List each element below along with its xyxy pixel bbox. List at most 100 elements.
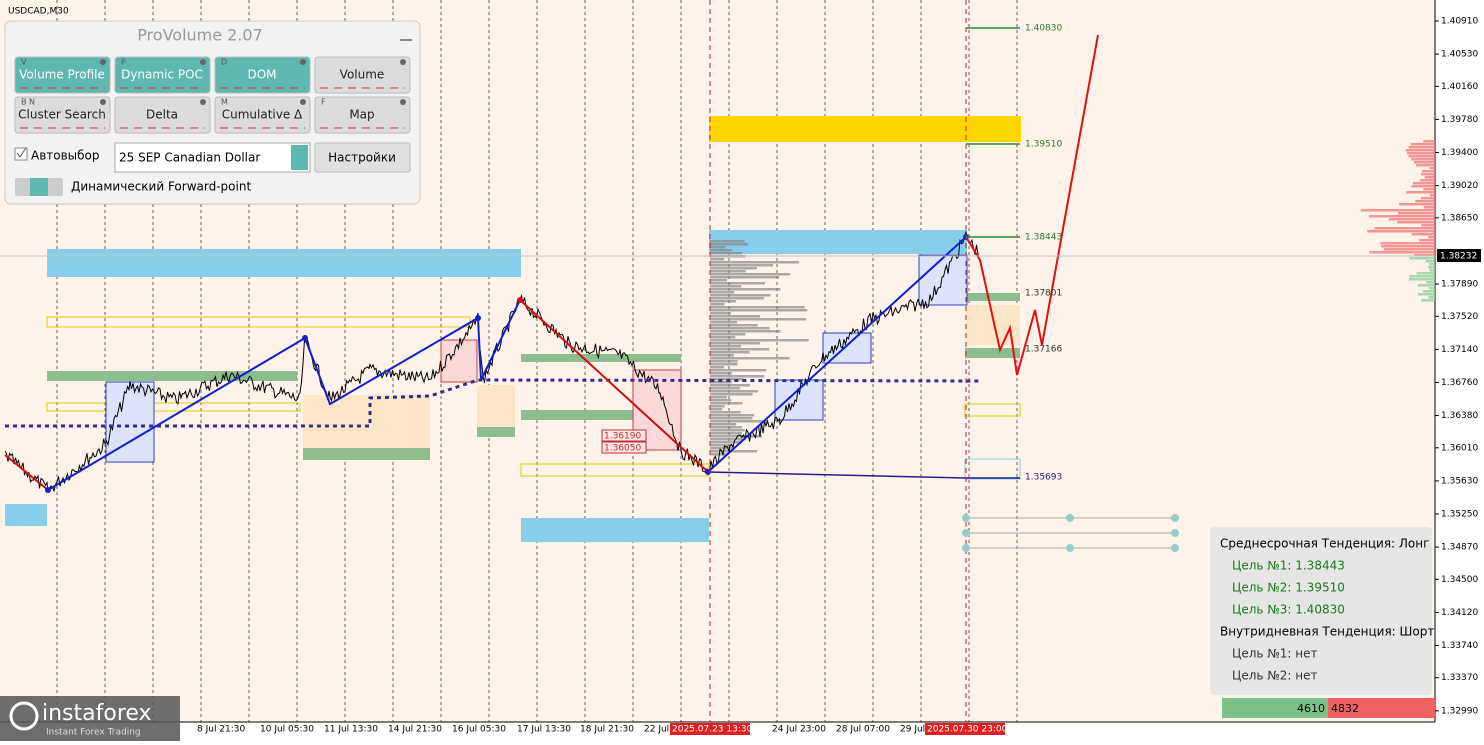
profile-bar (710, 411, 741, 414)
target: Цель №2: нет (1232, 669, 1317, 683)
profile-bar (1429, 269, 1435, 272)
button-label: DOM (247, 68, 276, 82)
profile-bar (710, 432, 742, 435)
zone (965, 293, 1020, 301)
profile-bar (1421, 173, 1435, 176)
zone (5, 504, 47, 526)
time-highlight (670, 723, 750, 735)
button-key: B N (21, 98, 35, 107)
button-key: V (21, 58, 27, 67)
zone (965, 348, 1020, 358)
profile-bar (710, 342, 761, 345)
profile-bar (710, 420, 768, 423)
button-gear (100, 99, 106, 105)
zone (47, 371, 297, 381)
profile-bar (710, 339, 809, 342)
button[interactable] (314, 96, 411, 134)
wave-line (519, 299, 709, 473)
logo: instaforex Instant Forex Trading (0, 696, 180, 741)
price-label: 1.33370 (1441, 673, 1478, 683)
level-label: 1.35693 (1025, 473, 1062, 483)
profile-bar (1381, 245, 1435, 248)
button[interactable] (314, 56, 411, 94)
current-price: 1.38232 (1440, 252, 1477, 262)
profile-bar (1374, 227, 1435, 230)
profile-bar (1360, 209, 1435, 212)
profile-bar (1380, 242, 1435, 245)
fib-point (962, 514, 970, 522)
profile-bar (710, 447, 732, 450)
time-label: 2025.07.23 13:30 (672, 725, 753, 735)
zone (521, 518, 709, 542)
profile-bar (710, 366, 724, 369)
time-label: 10 Jul 05:30 (260, 725, 314, 735)
profile-bar (1408, 146, 1435, 149)
profile-bar (710, 375, 765, 378)
instrument-select[interactable] (114, 142, 311, 173)
current-price-box (1437, 249, 1481, 262)
price-label: 1.40910 (1441, 17, 1478, 27)
button[interactable] (114, 56, 211, 94)
profile-bar (710, 369, 767, 372)
profile-bar (710, 282, 765, 285)
zone (521, 354, 681, 362)
price-label: 1.40530 (1441, 50, 1478, 60)
time-label: 17 Jul 13:30 (517, 725, 571, 735)
price-label: 1.36010 (1441, 443, 1478, 453)
profile-bar (710, 270, 746, 273)
profile-bar (1406, 191, 1435, 194)
settings-label: Настройки (328, 151, 396, 165)
profile-bar (710, 273, 791, 276)
wave-line (47, 299, 521, 491)
level-label: 1.40830 (1025, 24, 1062, 34)
time-label: 28 Jul 07:00 (836, 725, 890, 735)
button-gear (400, 59, 406, 65)
profile-bar (1429, 167, 1435, 170)
button[interactable] (14, 56, 111, 94)
profile-bar (1421, 224, 1435, 227)
target: Цель №2: 1.39510 (1232, 581, 1345, 595)
zone (477, 427, 515, 437)
profile-bar (1426, 281, 1435, 284)
profile-bar (710, 396, 727, 399)
panel-title: ProVolume 2.07 (137, 26, 263, 45)
profile-bar (1383, 248, 1435, 251)
profile-bar (1427, 266, 1435, 269)
profile-bar (710, 336, 736, 339)
wave-point (475, 315, 481, 321)
sell-volume-bar (1328, 698, 1435, 718)
price-axis: 1.38232 1.40910 1.40530 1.40160 1.39780 1.39… (1435, 17, 1481, 716)
time-highlight (925, 723, 1005, 735)
profile-bar (1411, 158, 1435, 161)
profile-bar (710, 351, 750, 354)
zones (5, 116, 1021, 542)
price-label: 1.36760 (1441, 378, 1478, 388)
button[interactable] (14, 96, 111, 134)
price-label: 1.39780 (1441, 115, 1478, 125)
buy-volume: 4610 (1297, 702, 1325, 715)
wave-point (517, 297, 523, 303)
profile-bar (1367, 230, 1435, 233)
settings-button[interactable] (314, 142, 411, 173)
profile-bar (710, 306, 805, 309)
zone (709, 230, 967, 254)
profile-bar (1424, 176, 1435, 179)
price-label: 1.38650 (1441, 213, 1478, 223)
price-label: 1.39020 (1441, 181, 1478, 191)
profile-bar (1428, 236, 1435, 239)
time-label: 14 Jul 21:30 (388, 725, 442, 735)
zone (303, 395, 430, 448)
button[interactable] (214, 56, 311, 94)
logo-tagline: Instant Forex Trading (46, 728, 141, 738)
fib-point (1171, 514, 1179, 522)
target: Цель №3: 1.40830 (1232, 603, 1345, 617)
info-bg (1210, 527, 1432, 695)
button[interactable] (214, 96, 311, 134)
button[interactable] (114, 96, 211, 134)
spin[interactable] (291, 145, 308, 170)
profile-bar (710, 363, 738, 366)
price-label: 1.32990 (1441, 706, 1478, 716)
toggle-knob (30, 178, 48, 196)
button-label: Dynamic POC (121, 68, 203, 82)
